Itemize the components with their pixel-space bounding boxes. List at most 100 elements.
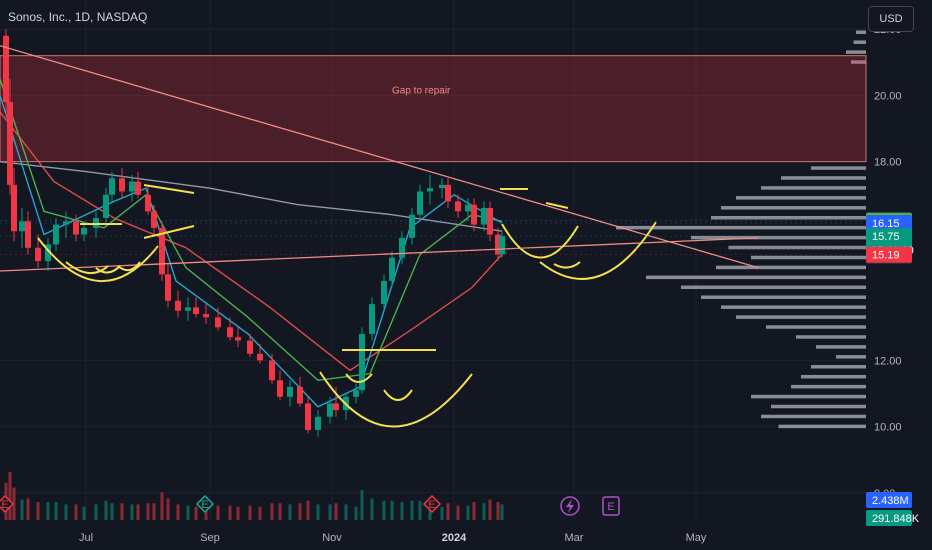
volume-bar: [472, 502, 476, 520]
volume-bar: [344, 504, 348, 520]
x-tick-label: Nov: [322, 532, 342, 544]
volume-bar: [428, 503, 432, 520]
x-tick-label: May: [686, 532, 707, 544]
candles: [3, 29, 505, 437]
volume-profile-bar: [711, 215, 866, 220]
earnings-event-icon: E: [422, 494, 442, 514]
volume-profile-bar: [681, 285, 866, 290]
candle-body: [45, 244, 51, 262]
candle-body: [215, 317, 221, 328]
volume-profile-bar: [811, 365, 866, 369]
candle-body: [495, 234, 501, 255]
lightning-event-icon: [560, 496, 580, 516]
volume-profile-bar: [778, 424, 866, 429]
volume-bar: [466, 505, 470, 520]
candle-body: [257, 353, 263, 361]
volume-bar: [64, 504, 68, 520]
volume-bar: [46, 502, 50, 520]
volume-profile-bar: [736, 196, 866, 200]
candle-body: [359, 333, 365, 391]
volume-bar: [136, 504, 140, 520]
y-tick-label: 18.00: [874, 157, 902, 169]
earnings-upcoming-icon: E: [602, 496, 620, 516]
x-tick-label: Sep: [200, 532, 220, 544]
volume-bar: [410, 500, 414, 520]
moving-average-line: [0, 95, 503, 408]
volume-bar: [482, 503, 486, 520]
resistance-trendline: [0, 45, 759, 269]
candle-body: [227, 327, 233, 338]
candle-body: [327, 403, 333, 417]
volume-bar: [446, 503, 450, 520]
candle-body: [409, 214, 415, 238]
candle-body: [369, 304, 375, 334]
volume-bar: [54, 502, 58, 520]
handle-arc: [95, 265, 121, 274]
volume-profile-bar: [716, 265, 866, 270]
volume-profile-bar: [761, 414, 866, 419]
volume-bar: [370, 498, 374, 520]
volume-bar: [20, 499, 24, 520]
volume-profile-bar: [761, 186, 866, 190]
currency-button[interactable]: USD: [868, 6, 914, 32]
volume-profile-bar: [728, 245, 866, 250]
candle-body: [487, 208, 493, 235]
projection-arc: [539, 221, 657, 280]
flag-line: [143, 225, 195, 239]
gap-zone-rect: [0, 55, 867, 163]
candle-body: [119, 178, 125, 192]
volume-profile-bar: [616, 225, 866, 230]
candle-body: [353, 390, 359, 397]
earnings-event-icon: E: [0, 494, 15, 514]
lightning-icon: [566, 499, 574, 513]
volume-profile-bar: [856, 30, 866, 34]
candle-body: [269, 360, 275, 381]
volume-bar: [130, 504, 134, 520]
volume-tag-label: 2.438M: [872, 495, 909, 507]
support-trendline: [0, 237, 759, 272]
candle-body: [135, 181, 141, 195]
handle-arc: [117, 261, 141, 272]
event-letter: E: [428, 499, 435, 511]
volume-bar: [146, 503, 150, 520]
volume-profile-bar: [816, 345, 866, 349]
volume-bar: [488, 499, 492, 520]
chart-title: Sonos, Inc., 1D, NASDAQ: [8, 10, 148, 24]
volume-bar: [418, 500, 422, 520]
volume-bar: [500, 504, 504, 520]
volume-bar: [26, 498, 30, 520]
candle-body: [193, 307, 199, 315]
volume-tag: [866, 492, 912, 508]
trendlines: [0, 45, 759, 272]
candle-body: [129, 181, 135, 192]
volume-bar: [204, 506, 208, 520]
candle-body: [399, 237, 405, 258]
volume-profile-bar: [846, 50, 866, 54]
candle-body: [81, 227, 87, 235]
moving-average-line: [0, 111, 503, 372]
candle-body: [165, 274, 171, 301]
volume-bar: [228, 505, 232, 520]
volume-bar: [160, 492, 164, 520]
x-axis[interactable]: Jul Sep Nov 2024 Mar May: [79, 532, 707, 544]
gap-annotation: Gap to repair: [392, 85, 451, 96]
candle-body: [73, 221, 79, 235]
volume-bar: [382, 500, 386, 520]
volume-bar: [74, 504, 78, 520]
volume-profile-bar: [791, 384, 866, 389]
volume-profile-bar: [736, 315, 866, 319]
event-letter: E: [1, 499, 8, 511]
volume-bar: [110, 503, 114, 520]
candle-body: [3, 35, 9, 103]
earnings-event-icon: E: [195, 494, 215, 514]
candle-body: [445, 184, 451, 202]
candle-body: [7, 102, 13, 185]
candle-body: [25, 221, 31, 248]
candle-body: [439, 184, 445, 189]
candle-body: [145, 194, 151, 212]
volume-profile-bar: [646, 275, 866, 280]
volume-profile-bar: [701, 295, 866, 299]
candle-body: [381, 280, 387, 305]
